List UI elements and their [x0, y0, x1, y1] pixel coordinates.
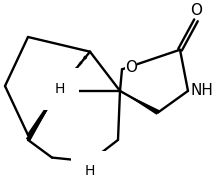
Text: H: H	[55, 82, 65, 96]
Text: H: H	[85, 164, 95, 178]
Text: O: O	[190, 3, 202, 18]
Text: NH: NH	[190, 83, 213, 98]
Polygon shape	[120, 91, 159, 115]
Text: O: O	[125, 60, 137, 75]
Polygon shape	[26, 91, 58, 141]
